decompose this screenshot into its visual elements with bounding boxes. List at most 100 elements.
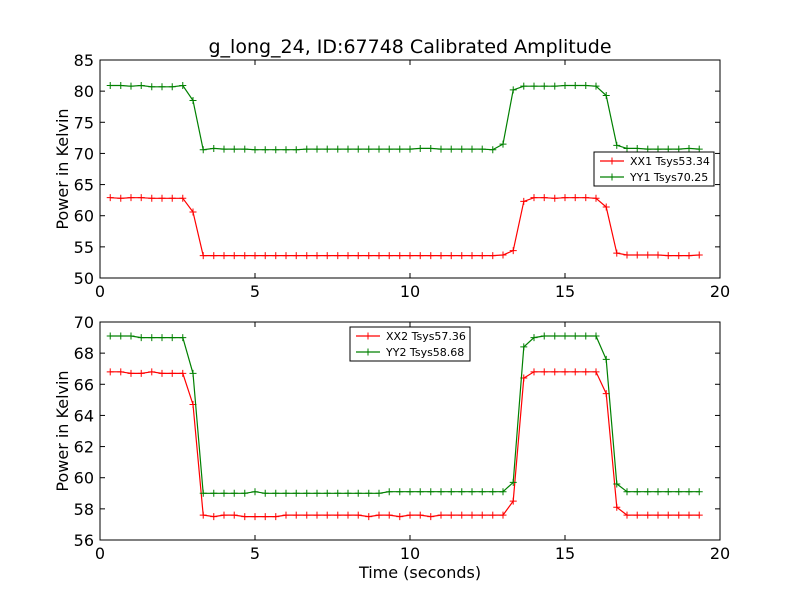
data-point xyxy=(447,511,455,519)
data-point xyxy=(602,203,610,211)
data-point xyxy=(416,488,424,496)
x-tick-label: 0 xyxy=(95,282,105,301)
chart-panel-1: 0 5 10 15 20 50 55 60 65 70 75 80 85 Power in Kelvin X… xyxy=(53,51,730,301)
data-point xyxy=(375,489,383,497)
series-line-1 xyxy=(110,197,700,257)
data-point xyxy=(458,488,466,496)
data-point xyxy=(375,145,383,153)
data-point xyxy=(199,252,207,260)
data-point xyxy=(602,92,610,100)
data-point xyxy=(416,511,424,519)
data-point xyxy=(540,368,548,376)
data-point xyxy=(582,194,590,202)
data-point xyxy=(179,194,187,202)
data-point xyxy=(499,511,507,519)
data-point xyxy=(695,251,703,259)
data-point xyxy=(117,332,125,340)
data-point xyxy=(158,83,166,91)
data-point xyxy=(530,334,538,342)
data-point xyxy=(447,145,455,153)
data-point xyxy=(613,141,621,149)
data-point xyxy=(406,145,414,153)
data-point xyxy=(375,511,383,519)
data-point xyxy=(313,489,321,497)
x-tick-label: 15 xyxy=(555,544,575,563)
y-tick-label: 70 xyxy=(74,313,94,332)
data-point xyxy=(468,511,476,519)
data-point xyxy=(644,511,652,519)
data-point xyxy=(582,368,590,376)
data-point xyxy=(489,488,497,496)
data-point xyxy=(633,144,641,152)
data-point xyxy=(230,489,238,497)
data-point xyxy=(323,252,331,260)
data-point xyxy=(251,488,259,496)
data-point xyxy=(210,513,218,521)
data-point xyxy=(396,252,404,260)
data-point xyxy=(117,368,125,376)
data-point xyxy=(675,145,683,153)
x-axis-label: Time (seconds) xyxy=(358,563,481,582)
data-point xyxy=(272,513,280,521)
data-point xyxy=(241,513,249,521)
data-point xyxy=(427,513,435,521)
data-point xyxy=(613,503,621,511)
data-point xyxy=(127,194,135,202)
data-point xyxy=(179,334,187,342)
data-point xyxy=(633,251,641,259)
data-point xyxy=(230,252,238,260)
data-point xyxy=(520,343,528,351)
data-point xyxy=(499,251,507,259)
data-point xyxy=(571,194,579,202)
data-point xyxy=(365,145,373,153)
data-point xyxy=(675,511,683,519)
data-point xyxy=(199,146,207,154)
legend: XX2 Tsys57.36 YY2 Tsys58.68 xyxy=(349,326,471,362)
data-point xyxy=(385,488,393,496)
data-point xyxy=(251,146,259,154)
chart-panel-2: 0 5 10 15 20 56 58 60 62 64 66 68 70 Power in Kelvin T… xyxy=(53,313,730,582)
data-point xyxy=(354,252,362,260)
x-tick-label: 20 xyxy=(710,544,730,563)
data-point xyxy=(354,145,362,153)
data-point xyxy=(551,82,559,90)
data-point xyxy=(272,146,280,154)
data-point xyxy=(447,252,455,260)
data-point xyxy=(210,144,218,152)
data-point xyxy=(499,488,507,496)
data-point xyxy=(148,194,156,202)
data-point xyxy=(468,488,476,496)
data-point xyxy=(106,82,114,90)
data-point xyxy=(396,513,404,521)
y-tick-label: 62 xyxy=(74,438,94,457)
data-point xyxy=(385,145,393,153)
data-point xyxy=(654,145,662,153)
y-tick-label: 70 xyxy=(74,144,94,163)
data-point xyxy=(478,511,486,519)
data-point xyxy=(344,489,352,497)
y-tick-label: 50 xyxy=(74,269,94,288)
data-point xyxy=(282,146,290,154)
data-point xyxy=(365,489,373,497)
data-point xyxy=(437,145,445,153)
data-point xyxy=(313,145,321,153)
data-point xyxy=(571,332,579,340)
data-point xyxy=(365,252,373,260)
data-point xyxy=(489,146,497,154)
data-point xyxy=(561,194,569,202)
data-point xyxy=(292,489,300,497)
data-point xyxy=(613,480,621,488)
data-point xyxy=(509,247,517,255)
data-point xyxy=(685,252,693,260)
legend-label: YY2 Tsys58.68 xyxy=(385,346,464,359)
y-axis-label: Power in Kelvin xyxy=(53,108,72,229)
data-point xyxy=(323,511,331,519)
data-point xyxy=(644,145,652,153)
data-point xyxy=(272,252,280,260)
x-tick-label: 10 xyxy=(400,282,420,301)
x-tick-label: 10 xyxy=(400,544,420,563)
data-point xyxy=(292,511,300,519)
data-point xyxy=(592,332,600,340)
y-tick-label: 64 xyxy=(74,406,94,425)
data-point xyxy=(509,478,517,486)
